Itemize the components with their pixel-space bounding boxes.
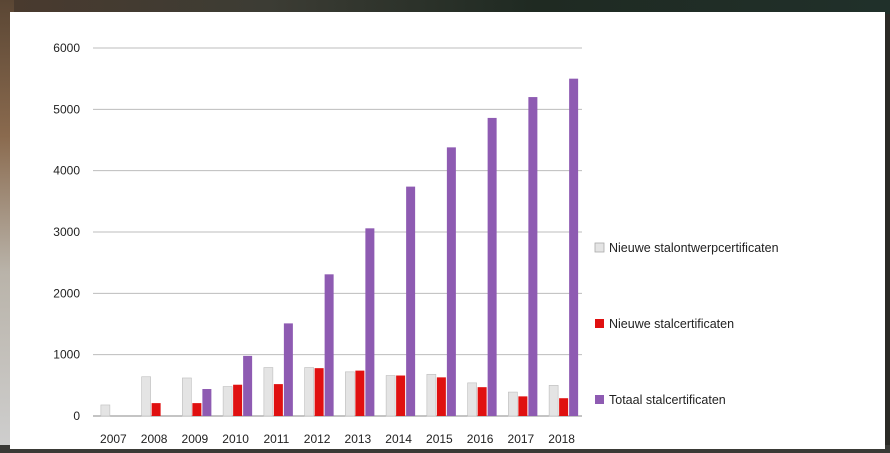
bars	[100, 78, 579, 417]
bar-2017-series-3	[528, 97, 538, 417]
bar-2016-series-2	[477, 387, 487, 416]
x-tick-label: 2011	[263, 432, 289, 446]
bar-2013-series-3	[365, 228, 375, 416]
bar-2015-series-2	[436, 377, 446, 416]
x-tick-label: 2017	[508, 432, 535, 446]
x-tick-label: 2016	[467, 432, 494, 446]
legend-label: Nieuwe stalcertificaten	[609, 317, 734, 331]
legend-label: Totaal stalcertificaten	[609, 393, 726, 407]
legend-swatch	[595, 395, 604, 404]
legend: Nieuwe stalontwerpcertificaten Nieuwe sta…	[594, 241, 779, 407]
bar-2010-series-2	[233, 384, 243, 416]
y-tick-label: 3000	[53, 225, 80, 239]
x-tick-label: 2015	[426, 432, 453, 446]
y-tick-label: 4000	[53, 164, 80, 178]
x-tick-label: 2007	[100, 432, 127, 446]
bar-2013-series-2	[355, 370, 365, 416]
y-axis-ticks: 0 1000 2000 3000 4000 5000 6000	[53, 41, 80, 423]
y-tick-label: 0	[73, 409, 80, 423]
bar-2017-series-1	[508, 391, 518, 417]
bar-2015-series-1	[426, 373, 437, 417]
background-bottom-strip	[0, 445, 890, 453]
y-tick-label: 1000	[53, 348, 80, 362]
chart-panel: 0 1000 2000 3000 4000 5000 6000 2007 2008 2009 20…	[10, 12, 885, 449]
y-tick-label: 2000	[53, 286, 80, 300]
bar-2014-series-3	[406, 186, 416, 416]
bar-2012-series-1	[304, 367, 314, 417]
y-tick-label: 6000	[53, 41, 80, 55]
gridlines	[93, 47, 582, 417]
x-axis-ticks: 2007 2008 2009 2010 2011 2012 2013 2014 2015 2016…	[100, 432, 575, 446]
bar-2008-series-1	[141, 376, 151, 417]
x-tick-label: 2009	[182, 432, 209, 446]
bar-2018-series-2	[559, 398, 569, 416]
bar-2011-series-2	[273, 384, 283, 416]
bar-2016-series-1	[467, 382, 477, 417]
bar-2018-series-3	[569, 78, 579, 417]
y-tick-label: 5000	[53, 102, 80, 116]
x-tick-label: 2012	[304, 432, 331, 446]
x-tick-label: 2013	[345, 432, 372, 446]
bar-2018-series-1	[548, 385, 559, 417]
bar-2009-series-2	[192, 403, 202, 416]
bar-2012-series-3	[324, 274, 334, 416]
legend-swatch	[594, 242, 605, 253]
bar-2009-series-1	[182, 377, 192, 417]
bar-2014-series-1	[385, 375, 396, 417]
x-tick-label: 2018	[548, 432, 575, 446]
background-top-strip	[0, 0, 890, 14]
legend-label: Nieuwe stalontwerpcertificaten	[609, 241, 779, 255]
bar-2012-series-2	[314, 368, 324, 416]
x-tick-label: 2008	[141, 432, 168, 446]
bar-2008-series-2	[151, 403, 161, 416]
bar-2010-series-1	[222, 386, 233, 417]
bar-2007-series-1	[100, 404, 111, 417]
bar-2014-series-2	[396, 375, 406, 416]
legend-swatch	[595, 319, 604, 328]
bar-2015-series-3	[446, 147, 456, 417]
bar-2010-series-3	[243, 355, 253, 416]
bar-2017-series-2	[518, 396, 528, 416]
bar-2011-series-1	[263, 367, 274, 417]
x-tick-label: 2014	[385, 432, 412, 446]
bar-2009-series-3	[202, 389, 212, 416]
bar-2013-series-1	[345, 371, 355, 417]
bar-2011-series-3	[283, 323, 293, 416]
bar-2016-series-3	[487, 117, 497, 417]
x-tick-label: 2010	[222, 432, 249, 446]
